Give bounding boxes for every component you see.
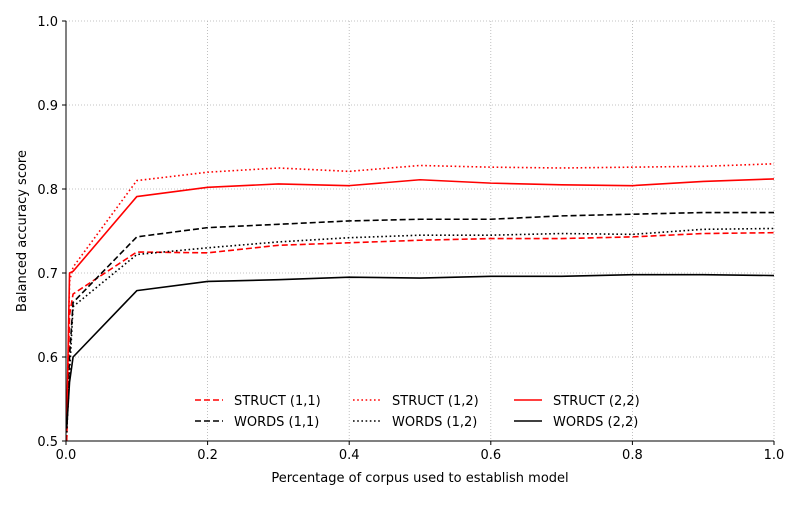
series-line — [65, 273, 775, 429]
series-line — [65, 227, 775, 433]
x-tick-label: 1.0 — [764, 448, 785, 463]
legend-label: STRUCT (1,2) — [392, 394, 479, 409]
legend-label: WORDS (1,2) — [392, 415, 477, 430]
legend: STRUCT (1,1) WORDS (1,1) STRUCT (1,2) WORDS… — [195, 394, 640, 430]
legend-item: WORDS (1,1) — [195, 415, 319, 430]
x-tick-label: 0.6 — [480, 448, 501, 463]
y-tick-label: 1.0 — [37, 15, 58, 30]
y-tick-label: 0.5 — [37, 435, 58, 450]
y-tick-label: 0.9 — [37, 99, 58, 114]
legend-item: STRUCT (1,2) — [353, 394, 479, 409]
legend-label: WORDS (1,1) — [234, 415, 319, 430]
legend-item: WORDS (1,2) — [353, 415, 477, 430]
x-tick-label: 0.8 — [622, 448, 643, 463]
legend-item: STRUCT (2,2) — [514, 394, 640, 409]
series-line — [65, 163, 775, 442]
tick-labels: 0.0 0.2 0.4 0.6 0.8 1.0 0.5 0.6 0.7 0.8 0.9 1.0 — [37, 15, 784, 463]
axes — [62, 20, 775, 445]
grid-lines — [65, 20, 775, 442]
x-tick-label: 0.0 — [56, 448, 77, 463]
x-axis-label: Percentage of corpus used to establish m… — [271, 471, 568, 486]
legend-label: WORDS (2,2) — [553, 415, 638, 430]
series-line — [65, 231, 775, 442]
y-tick-label: 0.6 — [37, 351, 58, 366]
series-lines — [65, 163, 775, 442]
legend-label: STRUCT (1,1) — [234, 394, 321, 409]
y-tick-label: 0.8 — [37, 183, 58, 198]
series-line — [65, 178, 775, 425]
x-tick-label: 0.2 — [197, 448, 218, 463]
legend-item: STRUCT (1,1) — [195, 394, 321, 409]
series-line — [65, 211, 774, 425]
y-axis-label: Balanced accuracy score — [15, 150, 30, 312]
legend-label: STRUCT (2,2) — [553, 394, 640, 409]
x-tick-label: 0.4 — [339, 448, 360, 463]
legend-item: WORDS (2,2) — [514, 415, 638, 430]
y-tick-label: 0.7 — [37, 267, 58, 282]
